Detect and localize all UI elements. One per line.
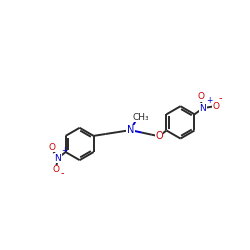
Text: N: N [54,154,61,163]
Text: O: O [48,143,55,152]
Text: -: - [218,93,222,103]
Text: O: O [197,92,204,101]
Text: N: N [200,104,206,113]
Text: N: N [127,125,134,135]
Text: O: O [212,102,220,111]
Text: CH₃: CH₃ [132,112,149,122]
Text: +: + [61,146,67,155]
Text: -: - [60,168,64,178]
Text: O: O [155,131,163,141]
Text: O: O [53,165,60,174]
Text: +: + [206,96,212,105]
